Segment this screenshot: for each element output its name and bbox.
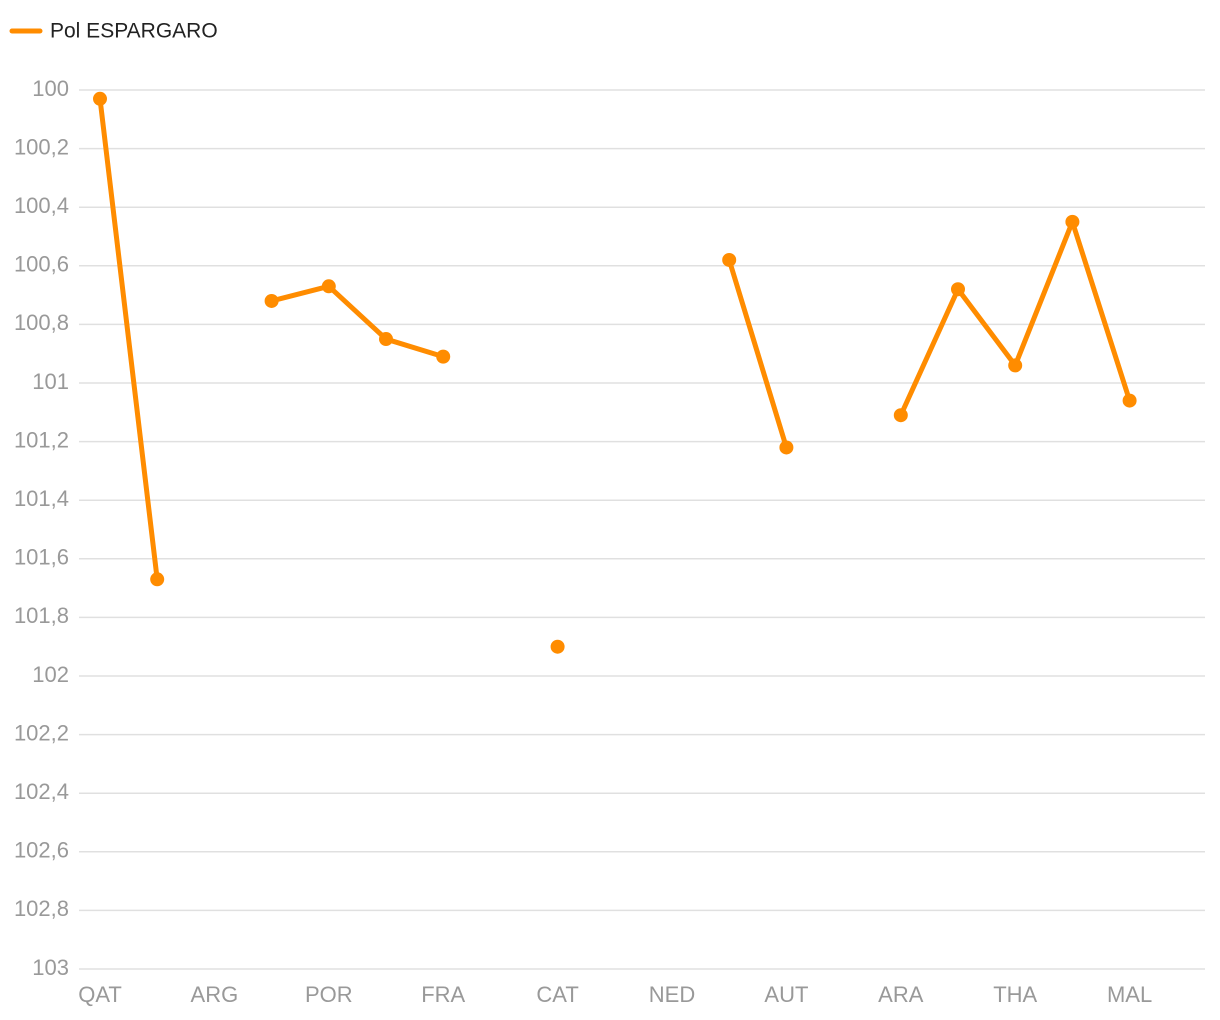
x-tick-label: ARA [878,982,924,1007]
x-tick-label: AUT [764,982,808,1007]
y-tick-label: 100,2 [14,134,69,159]
data-point [893,408,908,423]
data-point [93,91,107,106]
y-tick-label: 101,4 [14,486,69,511]
data-point [321,279,336,294]
x-tick-label: MAL [1107,982,1152,1007]
data-point [264,293,279,308]
y-tick-label: 102 [32,662,69,687]
data-point [779,440,794,455]
x-tick-label: FRA [421,982,465,1007]
legend-label: Pol ESPARGARO [50,20,218,43]
x-tick-label: POR [305,982,353,1007]
data-point [436,349,451,364]
data-point [1065,214,1080,229]
x-tick-label: CAT [536,982,578,1007]
series-line [97,98,1132,580]
y-tick-label: 100 [32,76,69,101]
data-point [550,639,565,654]
y-tick-label: 101 [32,369,69,394]
y-tick-label: 100,6 [14,252,69,277]
data-point [1122,393,1137,408]
x-tick-label: ARG [191,982,239,1007]
x-tick-label: NED [649,982,695,1007]
y-tick-label: 102,4 [14,779,69,804]
y-tick-label: 101,8 [14,603,69,628]
data-point [1008,358,1023,373]
data-point [150,572,165,587]
y-tick-label: 100,4 [14,193,69,218]
y-tick-label: 102,6 [14,838,69,863]
data-point [379,332,393,347]
y-tick-label: 102,2 [14,720,69,745]
x-tick-label: QAT [78,982,122,1007]
y-tick-label: 102,8 [14,896,69,921]
data-point [722,252,737,267]
y-tick-label: 100,8 [14,310,69,335]
y-tick-label: 101,2 [14,427,69,452]
data-point [951,282,965,297]
x-tick-label: THA [993,982,1037,1007]
y-tick-label: 101,6 [14,545,69,570]
y-tick-label: 103 [32,955,69,980]
